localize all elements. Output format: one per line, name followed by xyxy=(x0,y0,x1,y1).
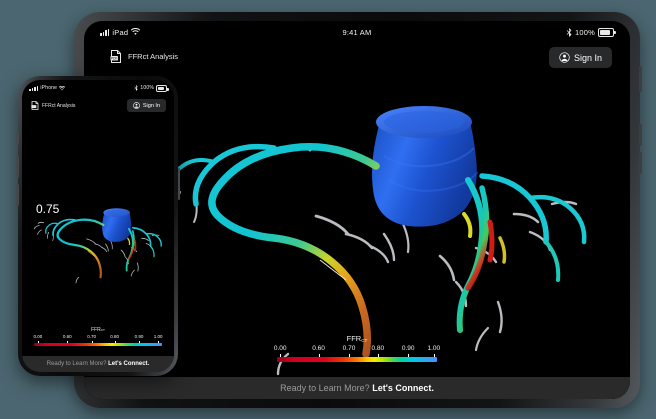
ipad-legend-colorbar xyxy=(277,357,437,362)
ipad-legend-ticks: 0.00 0.60 0.70 0.80 0.90 1.00 xyxy=(273,345,441,352)
ipad-app-toolbar: PDF FFRct Analysis Sign In xyxy=(84,43,630,77)
vessel-yellow-marker-2 xyxy=(498,236,507,264)
iphone-model-viewport[interactable]: 0.75 FFRCT 0.00 0.60 0.70 0.80 0.90 1.00 xyxy=(22,118,174,372)
ipad-legend-tickmarks xyxy=(277,354,437,357)
iphone-volume-up-button[interactable] xyxy=(16,156,19,178)
iphone-app-toolbar: FFRct Analysis Sign In xyxy=(22,96,174,118)
iphone-battery-percent: 100% xyxy=(140,85,154,91)
iphone-sign-in-button[interactable]: Sign In xyxy=(127,99,166,112)
iphone-sign-in-label: Sign In xyxy=(142,102,160,109)
iphone-status-right: 100% xyxy=(134,84,169,92)
vessel-stenosis-segment xyxy=(134,239,137,252)
iphone-volume-down-button[interactable] xyxy=(16,184,19,206)
annotation-leader-line xyxy=(87,250,96,257)
iphone-carrier-label: iPhone xyxy=(40,85,58,91)
bluetooth-icon xyxy=(566,27,572,37)
ipad-sign-in-button[interactable]: Sign In xyxy=(548,47,612,68)
person-circle-icon xyxy=(133,102,141,109)
iphone-document-item[interactable]: FFRct Analysis xyxy=(31,101,75,110)
cellular-bars-icon xyxy=(100,28,110,36)
ipad-banner-cta[interactable]: Let's Connect. xyxy=(372,383,434,393)
aorta-3d xyxy=(102,208,132,242)
ipad-volume-down-button[interactable] xyxy=(639,152,642,174)
cellular-bars-icon xyxy=(29,85,39,91)
ipad-clock: 9:41 AM xyxy=(342,27,372,37)
battery-full-icon xyxy=(598,27,616,37)
side-branches xyxy=(33,219,160,284)
iphone-document-label: FFRct Analysis xyxy=(42,102,76,109)
vessel-stenosis-segment xyxy=(487,219,495,263)
vessel-yellow-marker xyxy=(462,212,473,238)
ipad-banner-prompt: Ready to Learn More? xyxy=(280,383,370,393)
ipad-status-left: iPad xyxy=(100,27,141,37)
vessel-rca xyxy=(128,230,135,260)
vessel-yellow-marker xyxy=(127,237,131,246)
ipad-cta-banner[interactable]: Ready to Learn More? Let's Connect. xyxy=(84,377,630,399)
iphone-banner-prompt: Ready to Learn More? xyxy=(46,361,107,367)
ipad-legend: FFRCT 0.00 0.60 0.70 0.80 0.90 1.00 xyxy=(273,334,441,362)
iphone-power-button[interactable] xyxy=(177,168,180,200)
pdf-document-icon: PDF xyxy=(110,50,122,63)
vessel-rca xyxy=(465,185,490,291)
ipad-legend-title: FFRCT xyxy=(346,334,368,344)
iphone-legend-ticks: 0.00 0.60 0.70 0.80 0.90 1.00 xyxy=(33,333,163,339)
iphone-banner-cta[interactable]: Let's Connect. xyxy=(108,361,150,367)
ipad-volume-up-button[interactable] xyxy=(639,124,642,146)
iphone-status-left: iPhone xyxy=(29,85,66,91)
iphone-device: iPhone 100% xyxy=(16,76,180,376)
ipad-power-button[interactable] xyxy=(639,66,642,92)
iphone-legend-tickmarks xyxy=(34,340,162,343)
ipad-status-bar: iPad 9:41 AM 100% xyxy=(84,21,630,43)
aorta-3d xyxy=(372,106,479,227)
iphone-status-bar: iPhone 100% xyxy=(22,80,174,96)
iphone-screen: iPhone 100% xyxy=(22,80,174,372)
coronary-tree-3d-model[interactable] xyxy=(84,77,630,399)
vessel-right-lateral-2 xyxy=(527,194,587,245)
vessel-upper-branch-2 xyxy=(45,222,59,234)
vessel-right-lateral-3 xyxy=(149,245,155,258)
wifi-icon xyxy=(131,28,141,35)
iphone-legend-colorbar xyxy=(34,342,162,346)
ipad-sign-in-label: Sign In xyxy=(573,52,602,63)
iphone-legend: FFRCT 0.00 0.60 0.70 0.80 0.90 1.00 xyxy=(33,326,163,346)
vessel-right-lateral-3 xyxy=(544,240,561,282)
pdf-document-icon xyxy=(31,101,39,110)
person-circle-icon xyxy=(559,52,570,63)
ipad-carrier-label: iPad xyxy=(112,27,129,37)
coronary-tree-3d-model[interactable] xyxy=(22,118,174,372)
iphone-notch xyxy=(68,80,128,92)
annotation-leader-line xyxy=(319,259,347,281)
ipad-document-item[interactable]: PDF FFRct Analysis xyxy=(110,50,178,63)
vessel-right-lateral-2 xyxy=(145,232,162,247)
iphone-cta-banner[interactable]: Ready to Learn More? Let's Connect. xyxy=(22,356,174,372)
ipad-battery-percent: 100% xyxy=(575,27,595,37)
iphone-ffr-annotation: 0.75 xyxy=(36,202,60,216)
vessel-lad xyxy=(208,143,380,358)
iphone-mute-switch[interactable] xyxy=(16,132,19,145)
vessel-lad xyxy=(56,218,105,279)
bluetooth-icon xyxy=(134,85,139,91)
battery-full-icon xyxy=(156,84,169,92)
ipad-document-label: FFRct Analysis xyxy=(128,52,179,61)
svg-text:PDF: PDF xyxy=(111,57,118,61)
wifi-icon xyxy=(59,85,66,90)
ipad-status-right: 100% xyxy=(566,27,616,37)
iphone-legend-title: FFRCT xyxy=(91,326,105,333)
